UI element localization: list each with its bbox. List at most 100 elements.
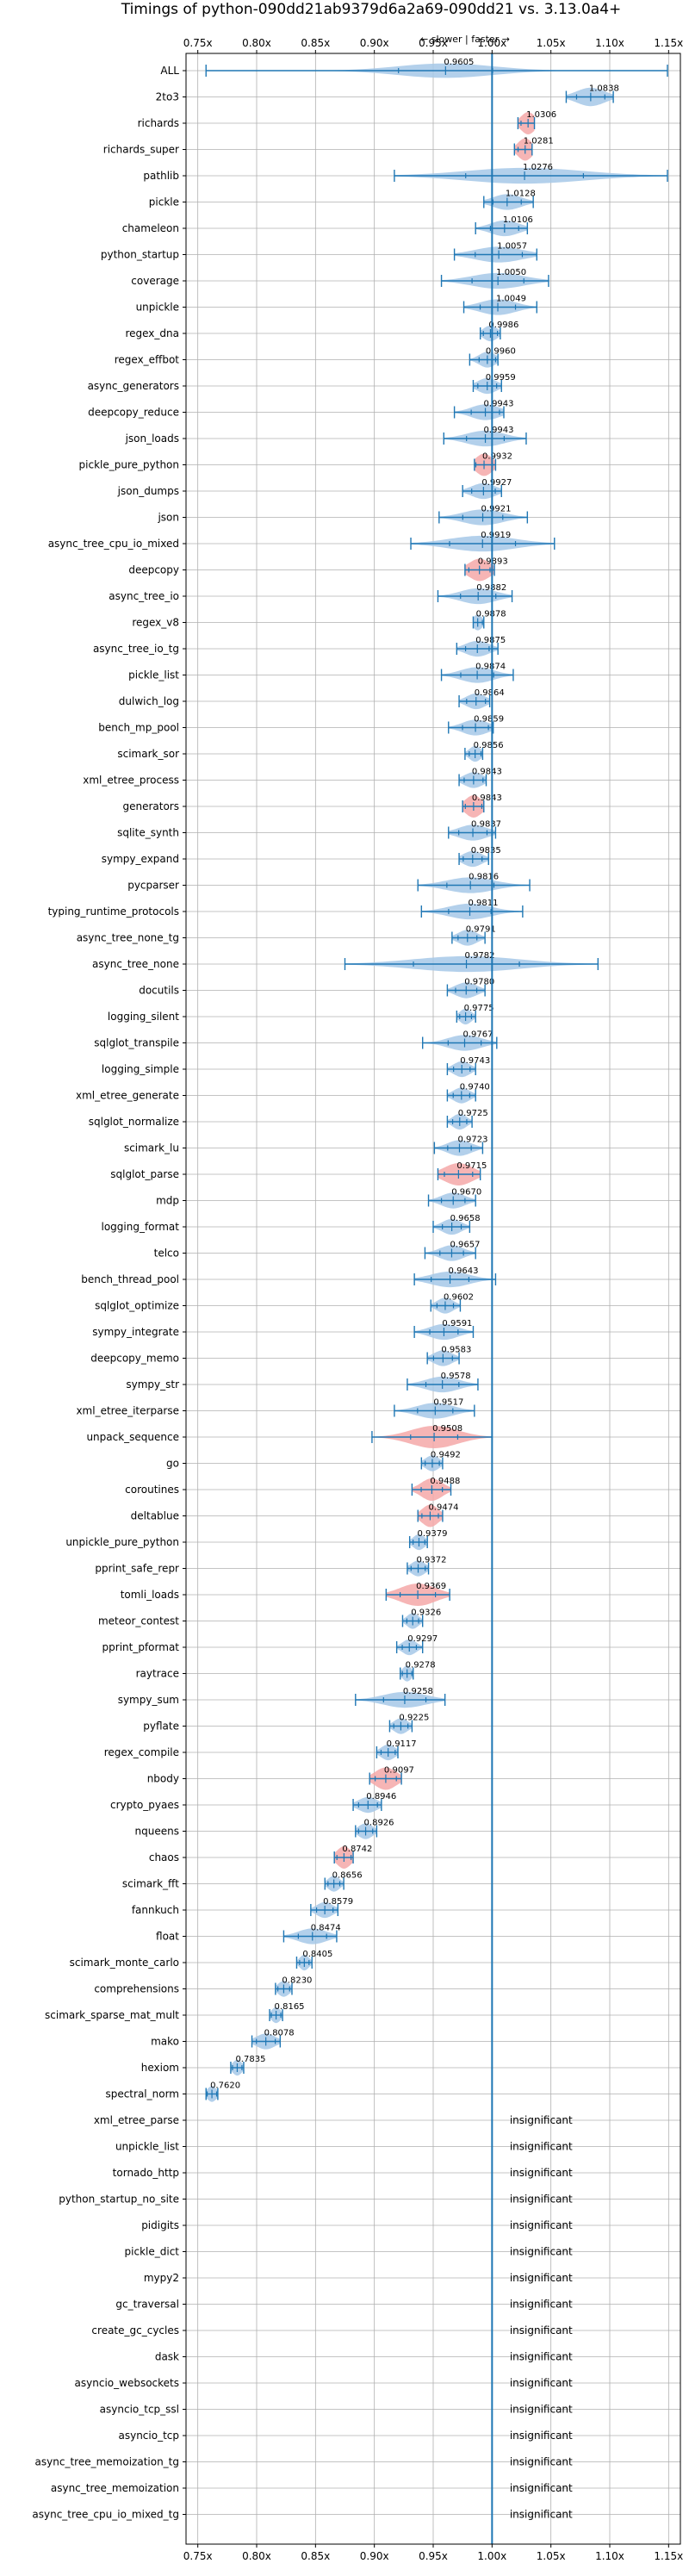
value-label: 0.8474	[311, 1924, 341, 1933]
benchmark-label: json_loads	[125, 432, 179, 445]
benchmark-label: mdp	[156, 1195, 179, 1207]
value-label: 0.9225	[399, 1714, 429, 1723]
benchmark-label: sqlglot_optimize	[95, 1300, 179, 1312]
direction-hint: ← slower | faster →	[420, 34, 510, 45]
value-label: 0.9602	[444, 1293, 474, 1303]
x-tick-label-top: 0.75x	[183, 37, 213, 49]
x-tick-label-bottom: 1.00x	[477, 2550, 506, 2562]
value-label: 0.9921	[481, 505, 512, 514]
benchmark-label: unpickle	[136, 302, 179, 314]
value-label: 0.9878	[476, 610, 506, 619]
value-label: 1.0276	[523, 163, 553, 172]
x-tick-label-top: 0.80x	[242, 37, 271, 49]
benchmark-label: generators	[122, 800, 179, 812]
value-label: 0.9715	[456, 1161, 487, 1171]
value-label: 0.8165	[275, 2002, 305, 2012]
benchmark-label: telco	[154, 1248, 179, 1260]
x-tick-label-top: 1.05x	[537, 37, 566, 49]
benchmark-label: regex_v8	[132, 617, 179, 629]
x-tick-label-bottom: 1.05x	[537, 2550, 566, 2562]
benchmark-label: scimark_sparse_mat_mult	[45, 2009, 179, 2021]
value-label: 0.9658	[450, 1214, 481, 1223]
value-label: 0.9379	[417, 1529, 447, 1539]
value-label: 0.9843	[472, 768, 502, 777]
insignificant-label: insignificant	[510, 2219, 573, 2231]
insignificant-label: insignificant	[510, 2377, 573, 2389]
insignificant-label: insignificant	[510, 2430, 573, 2442]
value-label: 0.9919	[481, 531, 511, 540]
value-label: 0.9725	[458, 1109, 488, 1118]
benchmark-label: async_tree_none_tg	[77, 932, 179, 944]
benchmark-label: nbody	[147, 1773, 179, 1785]
value-label: 0.7835	[235, 2055, 265, 2064]
value-label: 0.9492	[431, 1451, 461, 1460]
benchmark-label: sympy_integrate	[92, 1326, 179, 1338]
insignificant-label: insignificant	[510, 2141, 573, 2153]
benchmark-label: asyncio_websockets	[75, 2377, 179, 2389]
chart-title: Timings of python-090dd21ab9379d6a2a69-0…	[121, 1, 622, 18]
value-label: 1.0281	[524, 137, 554, 146]
benchmark-label: hexiom	[141, 2062, 179, 2074]
value-label: 1.0838	[589, 84, 619, 94]
x-tick-label-top: 0.95x	[419, 37, 448, 49]
benchmark-label: python_startup_no_site	[59, 2193, 179, 2206]
insignificant-label: insignificant	[510, 2193, 573, 2206]
x-tick-label-bottom: 0.90x	[360, 2550, 389, 2562]
benchmark-label: async_tree_memoization	[51, 2482, 179, 2494]
value-label: 0.9859	[474, 715, 504, 725]
benchmark-label: sympy_sum	[118, 1694, 179, 1706]
value-label: 0.8742	[342, 1845, 372, 1854]
benchmark-label: tomli_loads	[121, 1589, 179, 1601]
benchmark-label: float	[156, 1931, 179, 1943]
value-label: 0.9835	[471, 846, 501, 856]
benchmark-label: tornado_http	[113, 2167, 179, 2179]
value-label: 0.9943	[484, 426, 514, 435]
benchmark-label: gc_traversal	[115, 2299, 179, 2311]
benchmark-label: chaos	[149, 1851, 179, 1864]
insignificant-label: insignificant	[510, 2272, 573, 2284]
value-label: 0.9670	[451, 1188, 481, 1198]
benchmark-label: pyflate	[143, 1720, 179, 1733]
value-label: 0.9117	[387, 1739, 417, 1749]
benchmark-label: bench_thread_pool	[81, 1273, 179, 1285]
benchmark-label: scimark_monte_carlo	[70, 1957, 179, 1969]
value-label: 0.9743	[460, 1056, 490, 1066]
value-label: 0.9372	[417, 1556, 447, 1565]
value-label: 0.9474	[428, 1503, 458, 1513]
benchmark-label: meteor_contest	[98, 1615, 179, 1627]
value-label: 0.9837	[471, 820, 501, 830]
value-label: 0.9959	[486, 373, 516, 383]
value-label: 0.9508	[432, 1424, 462, 1434]
insignificant-label: insignificant	[510, 2509, 573, 2521]
x-tick-label-top: 1.10x	[595, 37, 624, 49]
value-label: 0.8946	[366, 1792, 396, 1801]
benchmark-label: dask	[155, 2351, 179, 2363]
benchmark-label: deepcopy	[128, 564, 179, 576]
insignificant-label: insignificant	[510, 2167, 573, 2179]
value-label: 0.9369	[416, 1582, 446, 1591]
benchmark-label: sympy_str	[126, 1378, 179, 1391]
insignificant-label: insignificant	[510, 2299, 573, 2311]
benchmark-label: pickle_list	[128, 669, 179, 681]
x-tick-label-top: 0.85x	[301, 37, 330, 49]
benchmark-label: spectral_norm	[105, 2088, 179, 2100]
benchmark-label: unpack_sequence	[86, 1431, 179, 1443]
benchmark-label: dulwich_log	[119, 695, 179, 707]
value-label: 0.9960	[486, 347, 516, 357]
value-label: 1.0106	[503, 215, 533, 225]
benchmark-label: sympy_expand	[102, 853, 179, 865]
benchmark-label: deepcopy_memo	[90, 1353, 179, 1365]
value-label: 0.8579	[323, 1897, 353, 1907]
benchmark-label: async_generators	[88, 380, 179, 392]
benchmark-label: async_tree_io_tg	[93, 643, 179, 655]
value-label: 0.9605	[444, 58, 474, 67]
x-tick-label-bottom: 0.85x	[301, 2550, 330, 2562]
value-label: 0.8656	[332, 1871, 363, 1881]
benchmark-label: bench_mp_pool	[98, 722, 179, 734]
value-label: 1.0128	[506, 190, 536, 199]
benchmark-label: typing_runtime_protocols	[48, 905, 179, 918]
x-tick-label-bottom: 0.75x	[183, 2550, 213, 2562]
insignificant-label: insignificant	[510, 2456, 573, 2468]
value-label: 0.9780	[464, 978, 494, 987]
value-label: 0.9927	[481, 478, 512, 488]
